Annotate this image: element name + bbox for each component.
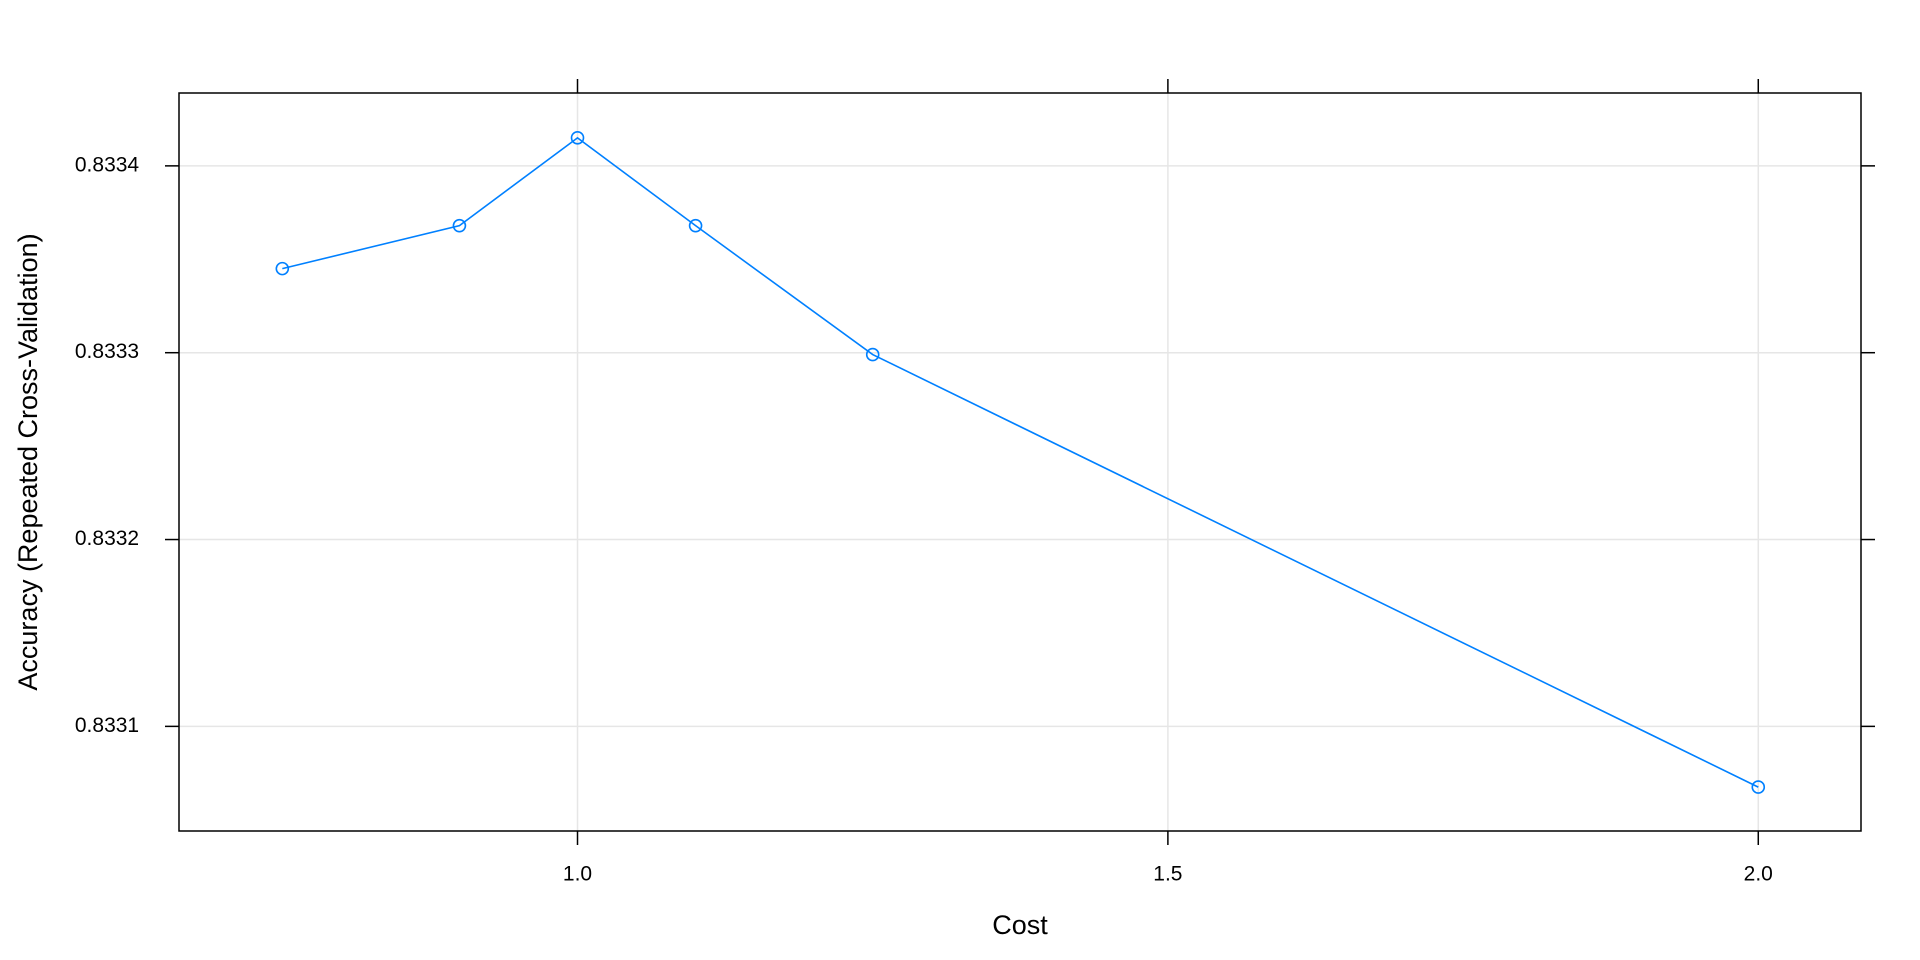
data-point — [570, 131, 585, 145]
plot-frame — [178, 92, 1862, 832]
data-point — [1751, 780, 1766, 794]
x-tick-label: 1.5 — [1153, 863, 1182, 886]
y-axis-label: Accuracy (Repeated Cross-Validation) — [13, 233, 43, 690]
data-point — [688, 218, 703, 233]
y-tick-label: 0.8331 — [75, 714, 139, 737]
x-tick-label: 1.0 — [563, 863, 592, 886]
series-line — [282, 136, 1759, 788]
y-tick-label: 0.8332 — [75, 527, 139, 550]
x-tick-label: 2.0 — [1744, 863, 1773, 886]
data-point — [452, 218, 467, 233]
data-point — [275, 261, 290, 276]
data-point — [865, 347, 880, 362]
x-axis-label: Cost — [992, 910, 1048, 940]
y-tick-label: 0.8334 — [75, 153, 140, 176]
y-tick-label: 0.8333 — [75, 340, 139, 363]
